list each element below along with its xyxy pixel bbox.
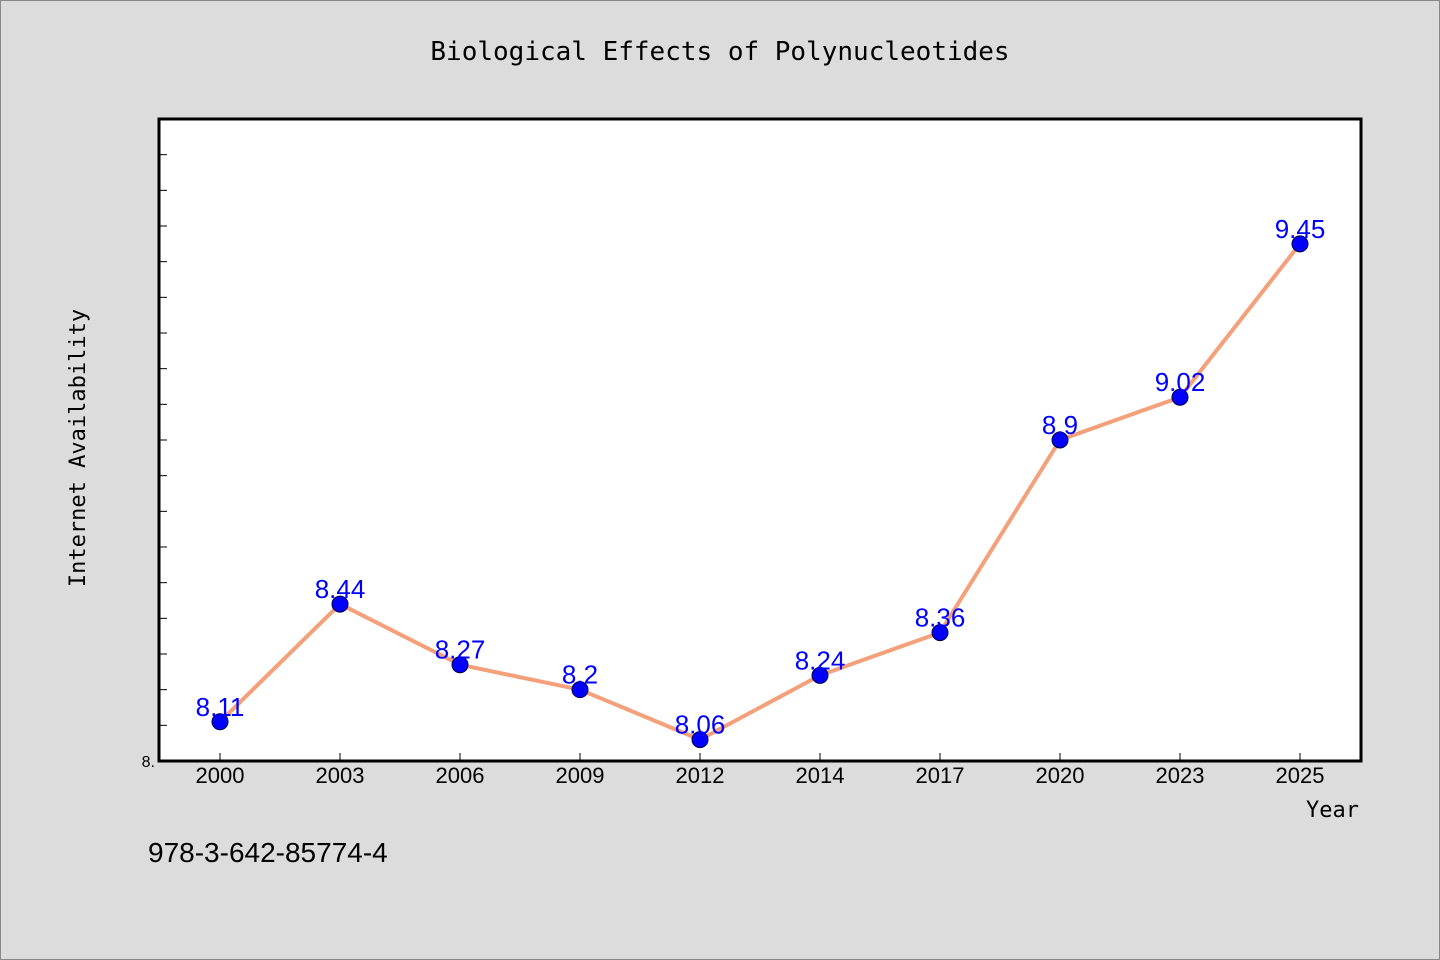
data-labels: 8.11 8.44 8.27 8.2 8.06 8.24 8.36 8.9 9.02 9.45 <box>196 214 1326 740</box>
x-tick-label: 2020 <box>1036 763 1085 788</box>
plot-area <box>157 117 1363 763</box>
x-tick-label: 2003 <box>316 763 365 788</box>
x-tick-label: 2000 <box>196 763 245 788</box>
data-label: 8.36 <box>915 603 966 633</box>
data-label: 9.02 <box>1155 367 1206 397</box>
data-label: 8.2 <box>562 660 598 690</box>
data-point <box>331 595 349 613</box>
y-axis-ticks <box>159 118 167 762</box>
data-point <box>571 681 589 699</box>
data-label: 8.44 <box>315 574 366 604</box>
chart-title: Biological Effects of Polynucleotides <box>430 37 1009 67</box>
x-tick-label: 2017 <box>916 763 965 788</box>
data-point <box>1291 235 1309 253</box>
footnote-isbn: 978-3-642-85774-4 <box>148 837 388 868</box>
data-label: 8.06 <box>675 710 726 740</box>
y-axis-label: Internet Availability <box>66 309 91 587</box>
x-tick-label: 2023 <box>1156 763 1205 788</box>
data-point <box>1171 388 1189 406</box>
data-point <box>811 666 829 684</box>
y-tick-label: 8. <box>142 754 155 771</box>
data-label: 9.45 <box>1275 214 1326 244</box>
data-label: 8.11 <box>196 692 245 722</box>
data-label: 8.27 <box>435 635 486 665</box>
x-tick-label: 2012 <box>676 763 725 788</box>
y-tick-labels: 8. <box>142 754 155 771</box>
data-point <box>931 624 949 642</box>
x-axis-label: Year <box>1306 798 1359 823</box>
data-point <box>211 713 229 731</box>
data-label: 8.9 <box>1042 410 1078 440</box>
x-axis-ticks <box>219 753 1301 761</box>
x-tick-label: 2014 <box>796 763 845 788</box>
x-tick-label: 2009 <box>556 763 605 788</box>
data-point <box>691 731 709 749</box>
data-point <box>451 656 469 674</box>
series-markers <box>211 235 1309 749</box>
data-point <box>1051 431 1069 449</box>
x-tick-labels: 2000 2003 2006 2009 2012 2014 2017 2020 2023 2025 <box>196 763 1325 788</box>
data-label: 8.24 <box>795 645 846 675</box>
x-tick-label: 2006 <box>436 763 485 788</box>
x-tick-label: 2025 <box>1276 763 1325 788</box>
series-line <box>218 241 1302 742</box>
